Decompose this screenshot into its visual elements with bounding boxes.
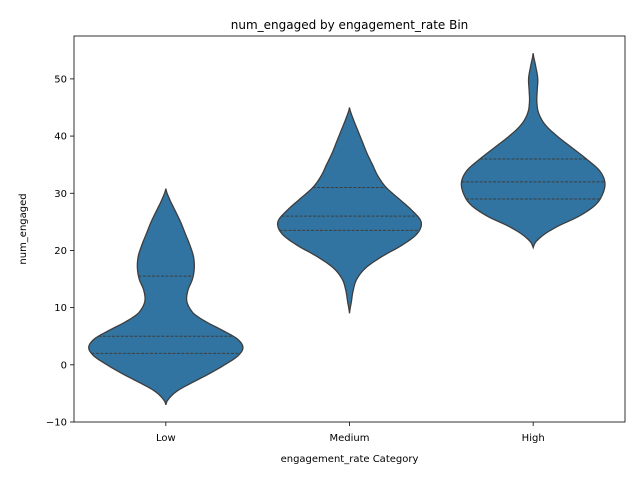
x-axis-label: engagement_rate Category — [281, 454, 419, 465]
y-tick-label: 10 — [54, 303, 67, 314]
y-axis-label: num_engaged — [18, 193, 29, 264]
violin-medium — [276, 107, 423, 314]
violins-layer — [88, 53, 606, 405]
y-axis: −10 0 10 20 30 40 50 — [46, 74, 74, 429]
x-tick-label: Low — [156, 433, 176, 444]
y-tick-label: 20 — [54, 246, 67, 257]
y-tick-label: −10 — [46, 418, 67, 429]
y-tick-label: 30 — [54, 189, 67, 200]
violin-low — [88, 188, 244, 405]
x-tick-label: Medium — [330, 433, 370, 444]
chart-title: num_engaged by engagement_rate Bin — [231, 18, 469, 32]
x-tick-label: High — [522, 433, 545, 444]
y-tick-label: 50 — [54, 74, 67, 85]
violin-high — [460, 53, 606, 250]
y-tick-label: 0 — [61, 360, 67, 371]
y-tick-label: 40 — [54, 132, 67, 143]
x-axis: Low Medium High — [156, 422, 545, 444]
